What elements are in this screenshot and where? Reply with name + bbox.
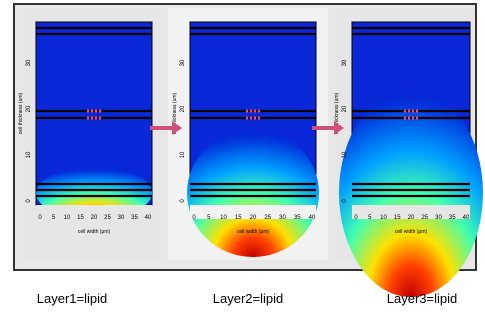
dot xyxy=(412,110,414,113)
dot xyxy=(404,117,406,120)
dot xyxy=(258,117,260,120)
caption: Layer1=lipid xyxy=(37,291,107,306)
x-tick-label: 30 xyxy=(118,215,125,221)
dot xyxy=(246,117,248,120)
y-tick-label: 20 xyxy=(342,105,348,112)
y-tick-label: 10 xyxy=(180,151,186,158)
x-tick-label: 15 xyxy=(77,215,84,221)
dot xyxy=(87,110,89,113)
x-axis-label: cell width (μm) xyxy=(395,229,428,235)
x-tick-label: 25 xyxy=(104,215,111,221)
heat-spot xyxy=(339,89,483,297)
x-tick-label: 30 xyxy=(435,215,442,221)
y-tick-label: 10 xyxy=(342,151,348,158)
dot xyxy=(408,110,410,113)
x-tick-label: 15 xyxy=(394,215,401,221)
caption: Layer3=lipid xyxy=(387,291,457,306)
y-tick-label: 30 xyxy=(26,59,32,66)
dot xyxy=(99,110,101,113)
x-tick-label: 10 xyxy=(220,215,227,221)
dot xyxy=(416,110,418,113)
dot xyxy=(404,110,406,113)
dot xyxy=(258,110,260,113)
y-tick-label: 30 xyxy=(342,59,348,66)
dot xyxy=(99,117,101,120)
dot xyxy=(95,117,97,120)
x-tick-label: 25 xyxy=(421,215,428,221)
x-tick-label: 40 xyxy=(309,215,316,221)
dot xyxy=(250,117,252,120)
x-tick-label: 20 xyxy=(250,215,257,221)
dot xyxy=(412,117,414,120)
x-tick-label: 15 xyxy=(235,215,242,221)
y-axis-label: cell thickness (um) xyxy=(18,92,24,134)
dot xyxy=(246,110,248,113)
heat-spot xyxy=(187,129,319,257)
x-tick-label: 40 xyxy=(145,215,152,221)
x-tick-label: 30 xyxy=(279,215,286,221)
y-tick-label: 10 xyxy=(26,151,32,158)
x-tick-label: 10 xyxy=(380,215,387,221)
x-tick-label: 20 xyxy=(91,215,98,221)
dot xyxy=(254,110,256,113)
dot xyxy=(416,117,418,120)
dot xyxy=(95,110,97,113)
figure: 05101520253035400102030cell width (μm)ce… xyxy=(0,0,485,312)
dot xyxy=(250,110,252,113)
dot xyxy=(254,117,256,120)
dot xyxy=(91,117,93,120)
dot xyxy=(87,117,89,120)
dot xyxy=(408,117,410,120)
y-tick-label: 30 xyxy=(180,59,186,66)
x-tick-label: 25 xyxy=(264,215,271,221)
dot xyxy=(91,110,93,113)
x-tick-label: 40 xyxy=(463,215,470,221)
x-axis-label: cell width (μm) xyxy=(237,229,270,235)
y-tick-label: 20 xyxy=(26,105,32,112)
caption: Layer2=lipid xyxy=(213,291,283,306)
x-tick-label: 20 xyxy=(408,215,415,221)
x-tick-label: 35 xyxy=(294,215,301,221)
x-tick-label: 35 xyxy=(449,215,456,221)
y-tick-label: 20 xyxy=(180,105,186,112)
x-tick-label: 10 xyxy=(64,215,71,221)
x-tick-label: 35 xyxy=(131,215,138,221)
x-axis-label: cell width (μm) xyxy=(78,229,111,235)
